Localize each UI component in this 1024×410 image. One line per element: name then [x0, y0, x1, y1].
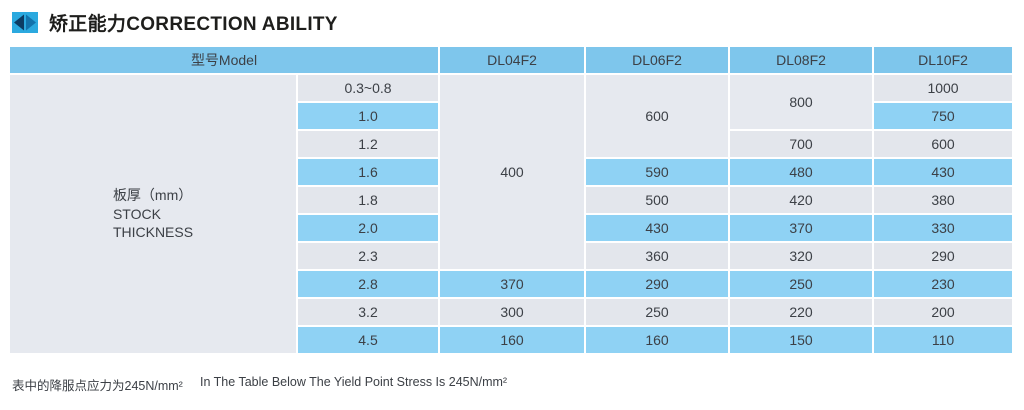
thickness-cell: 3.2 — [298, 299, 439, 325]
stub-line-thickness: THICKNESS — [112, 224, 194, 241]
column-header-dl04f2: DL04F2 — [440, 47, 585, 73]
value-cell-dl10f2: 230 — [874, 271, 1013, 297]
value-cell-dl10f2: 110 — [874, 327, 1013, 353]
table-row: 1.6 590 480 430 — [10, 159, 1013, 185]
thickness-cell: 1.0 — [298, 103, 439, 129]
thickness-cell: 2.0 — [298, 215, 439, 241]
value-cell-dl06f2: 430 — [586, 215, 729, 241]
stub-line-stock: STOCK — [112, 205, 161, 222]
table-row: 4.5 160 160 150 110 — [10, 327, 1013, 353]
page-title: 矫正能力CORRECTION ABILITY — [49, 9, 338, 36]
value-cell-dl06f2: 360 — [586, 243, 729, 269]
value-cell-dl06f2: 250 — [586, 299, 729, 325]
stub-line-zh: 板厚（mm） — [112, 187, 193, 204]
value-cell-dl10f2: 290 — [874, 243, 1013, 269]
thickness-cell: 2.8 — [298, 271, 439, 297]
table-row: 1.2 700 600 — [10, 131, 1013, 157]
value-cell-dl06f2: 500 — [586, 187, 729, 213]
value-cell-dl06f2: 590 — [586, 159, 729, 185]
value-cell-dl08f2: 420 — [730, 187, 873, 213]
page-title-en: CORRECTION ABILITY — [126, 14, 338, 35]
value-cell-dl08f2: 480 — [730, 159, 873, 185]
double-triangle-marker-icon — [12, 12, 38, 33]
table-row: 2.8 370 290 250 230 — [10, 271, 1013, 297]
value-cell-dl08f2: 700 — [730, 131, 873, 157]
table-row: 3.2 300 250 220 200 — [10, 299, 1013, 325]
value-cell-dl10f2: 430 — [874, 159, 1013, 185]
table-row: 板厚（mm） STOCK THICKNESS 0.3~0.8 400 600 8… — [10, 75, 1013, 353]
value-cell-dl04f2: 370 — [440, 271, 585, 297]
value-cell-dl10f2: 750 — [874, 103, 1013, 129]
correction-ability-table: 型号Model DL04F2 DL06F2 DL08F2 DL10F2 板厚（m… — [8, 45, 1014, 355]
value-cell-dl10f2: 1000 — [874, 75, 1013, 101]
table-row: 2.0 430 370 330 — [10, 215, 1013, 241]
merged-value-cell-dl04f2: 400 — [440, 75, 585, 269]
column-header-model: 型号Model — [10, 47, 439, 73]
value-cell-dl08f2: 370 — [730, 215, 873, 241]
value-cell-dl06f2: 290 — [586, 271, 729, 297]
footnote-en: In The Table Below The Yield Point Stres… — [200, 375, 508, 389]
merged-value-cell-dl06f2: 600 — [586, 75, 729, 157]
value-cell-dl10f2: 380 — [874, 187, 1013, 213]
table-row: 2.3 360 320 290 — [10, 243, 1013, 269]
table-header-row: 型号Model DL04F2 DL06F2 DL08F2 DL10F2 — [10, 47, 1013, 73]
thickness-cell: 1.6 — [298, 159, 439, 185]
table-row: 1.8 500 420 380 — [10, 187, 1013, 213]
thickness-cell: 2.3 — [298, 243, 439, 269]
value-cell-dl10f2: 600 — [874, 131, 1013, 157]
value-cell-dl08f2: 150 — [730, 327, 873, 353]
value-cell-dl08f2: 320 — [730, 243, 873, 269]
thickness-cell: 1.2 — [298, 131, 439, 157]
thickness-cell: 4.5 — [298, 327, 439, 353]
value-cell-dl10f2: 330 — [874, 215, 1013, 241]
page-title-zh: 矫正能力 — [49, 14, 127, 35]
thickness-cell: 1.8 — [298, 187, 439, 213]
value-cell-dl04f2: 160 — [440, 327, 585, 353]
section-title-row: 矫正能力CORRECTION ABILITY — [12, 9, 338, 36]
column-header-dl10f2: DL10F2 — [874, 47, 1013, 73]
table-row: 1.0 750 — [10, 103, 1013, 129]
footnote-zh: 表中的降服点应力为245N/mm² — [12, 379, 183, 393]
merged-value-cell-dl08f2: 800 — [730, 75, 873, 129]
value-cell-dl06f2: 160 — [586, 327, 729, 353]
column-header-dl08f2: DL08F2 — [730, 47, 873, 73]
value-cell-dl08f2: 220 — [730, 299, 873, 325]
value-cell-dl04f2: 300 — [440, 299, 585, 325]
value-cell-dl10f2: 200 — [874, 299, 1013, 325]
thickness-cell: 0.3~0.8 — [298, 75, 439, 101]
stock-thickness-stub-cell: 板厚（mm） STOCK THICKNESS — [10, 75, 296, 353]
column-header-dl06f2: DL06F2 — [586, 47, 729, 73]
value-cell-dl08f2: 250 — [730, 271, 873, 297]
